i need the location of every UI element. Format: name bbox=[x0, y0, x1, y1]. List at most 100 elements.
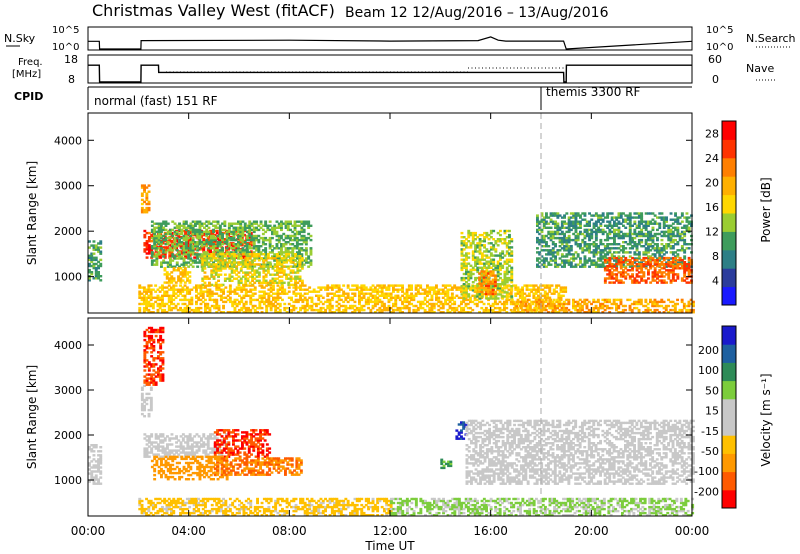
heatmap-cell bbox=[538, 222, 542, 225]
heatmap-cell bbox=[226, 253, 230, 256]
heatmap-cell bbox=[255, 255, 259, 258]
heatmap-cell bbox=[140, 202, 144, 206]
heatmap-cell bbox=[480, 282, 484, 285]
heatmap-cell bbox=[223, 220, 227, 223]
heatmap-cell bbox=[226, 263, 230, 266]
heatmap-cell bbox=[191, 245, 195, 248]
heatmap-cell bbox=[176, 288, 180, 291]
heatmap-cell bbox=[259, 236, 263, 240]
heatmap-cell bbox=[256, 306, 259, 310]
heatmap-cell bbox=[273, 281, 277, 284]
heatmap-cell bbox=[667, 304, 670, 308]
heatmap-cell bbox=[453, 286, 457, 289]
heatmap-cell bbox=[474, 295, 477, 298]
heatmap-cell bbox=[167, 294, 171, 297]
heatmap-cell bbox=[300, 236, 304, 240]
heatmap-cell bbox=[145, 308, 148, 312]
heatmap-cell bbox=[285, 273, 288, 276]
heatmap-cell bbox=[242, 302, 246, 306]
heatmap-cell bbox=[460, 288, 463, 291]
heatmap-cell bbox=[536, 251, 539, 254]
heatmap-cell bbox=[278, 304, 282, 308]
heatmap-cell bbox=[633, 302, 636, 306]
heatmap-cell bbox=[474, 289, 477, 292]
heatmap-cell bbox=[228, 259, 232, 262]
heatmap-cell bbox=[227, 228, 231, 232]
heatmap-cell bbox=[640, 216, 644, 219]
heatmap-cell bbox=[185, 288, 189, 291]
heatmap-cell bbox=[565, 302, 569, 306]
heatmap-cell bbox=[212, 277, 216, 280]
heatmap-cell bbox=[258, 304, 262, 308]
heatmap-cell bbox=[482, 272, 486, 275]
heatmap-cell bbox=[498, 288, 502, 291]
heatmap-cell bbox=[293, 245, 297, 248]
heatmap-cell bbox=[291, 269, 295, 272]
heatmap-cell bbox=[181, 271, 185, 274]
heatmap-cell bbox=[485, 270, 489, 274]
heatmap-cell bbox=[369, 294, 373, 297]
heatmap-cell bbox=[299, 296, 302, 299]
heatmap-cell bbox=[152, 252, 156, 255]
heatmap-cell bbox=[249, 302, 253, 306]
heatmap-cell bbox=[253, 311, 257, 314]
heatmap-cell bbox=[503, 308, 506, 312]
heatmap-cell bbox=[232, 243, 236, 246]
heatmap-cell bbox=[547, 261, 551, 264]
heatmap-cell bbox=[227, 230, 231, 234]
heatmap-cell bbox=[647, 236, 650, 240]
heatmap-cell bbox=[300, 238, 304, 242]
heatmap-cell bbox=[160, 228, 163, 232]
heatmap-cell bbox=[505, 229, 509, 233]
heatmap-cell bbox=[544, 298, 548, 302]
heatmap-cell bbox=[309, 251, 313, 254]
heatmap-cell bbox=[248, 263, 252, 266]
heatmap-cell bbox=[349, 296, 352, 299]
heatmap-cell bbox=[145, 290, 148, 293]
heatmap-cell bbox=[242, 294, 246, 297]
heatmap-cell bbox=[219, 290, 223, 293]
heatmap-cell bbox=[265, 292, 269, 295]
heatmap-cell bbox=[499, 262, 502, 265]
heatmap-cell bbox=[230, 238, 234, 242]
heatmap-cell bbox=[296, 269, 300, 272]
heatmap-cell bbox=[264, 243, 268, 246]
heatmap-cell bbox=[587, 311, 591, 314]
heatmap-cell bbox=[484, 292, 488, 296]
heatmap-cell bbox=[271, 249, 274, 252]
heatmap-cell bbox=[569, 222, 573, 225]
heatmap-cell bbox=[223, 277, 227, 280]
heatmap-cell bbox=[335, 308, 339, 312]
heatmap-cell bbox=[360, 298, 364, 302]
heatmap-cell bbox=[667, 238, 671, 242]
heatmap-cell bbox=[264, 251, 268, 254]
heatmap-cell bbox=[286, 241, 290, 244]
heatmap-cell bbox=[525, 300, 529, 304]
heatmap-cell bbox=[326, 300, 330, 304]
heatmap-cell bbox=[145, 298, 148, 302]
heatmap-cell bbox=[507, 298, 511, 302]
heatmap-cell bbox=[597, 263, 600, 266]
heatmap-cell bbox=[287, 302, 291, 306]
heatmap-cell bbox=[658, 216, 662, 219]
heatmap-cell bbox=[94, 244, 98, 247]
heatmap-cell bbox=[328, 286, 332, 289]
heatmap-cell bbox=[183, 273, 187, 276]
heatmap-cell bbox=[237, 275, 241, 278]
heatmap-cell bbox=[647, 220, 650, 223]
heatmap-cell bbox=[549, 257, 553, 260]
heatmap-cell bbox=[140, 286, 144, 289]
heatmap-cell bbox=[212, 267, 216, 270]
heatmap-cell bbox=[239, 281, 243, 284]
heatmap-cell bbox=[441, 306, 445, 310]
heatmap-cell bbox=[541, 288, 545, 291]
heatmap-cell bbox=[294, 284, 298, 287]
heatmap-cell bbox=[142, 288, 146, 291]
heatmap-cell bbox=[590, 232, 594, 236]
heatmap-cell bbox=[155, 253, 159, 256]
heatmap-cell bbox=[430, 308, 434, 312]
heatmap-cell bbox=[248, 228, 252, 232]
heatmap-cell bbox=[588, 251, 591, 254]
heatmap-cell bbox=[277, 226, 281, 229]
heatmap-cell bbox=[278, 302, 282, 306]
